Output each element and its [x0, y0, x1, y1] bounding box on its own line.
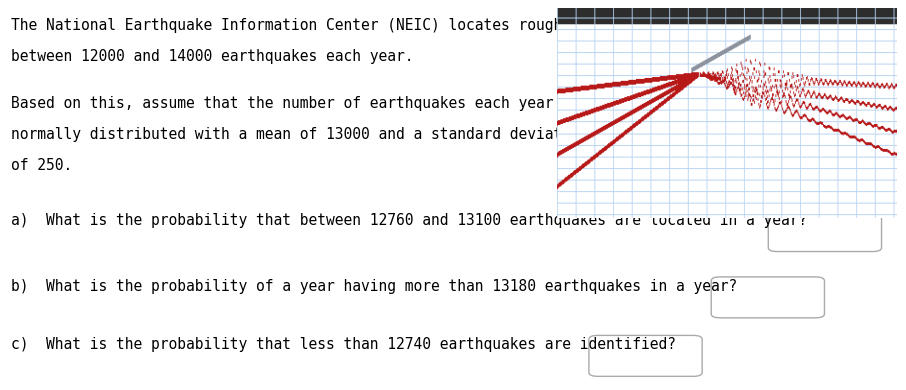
FancyBboxPatch shape	[768, 211, 882, 252]
FancyBboxPatch shape	[589, 335, 702, 376]
Text: Based on this, assume that the number of earthquakes each year is: Based on this, assume that the number of…	[11, 96, 580, 110]
FancyBboxPatch shape	[711, 277, 824, 318]
Text: normally distributed with a mean of 13000 and a standard deviation: normally distributed with a mean of 1300…	[11, 127, 588, 142]
Text: a)  What is the probability that between 12760 and 13100 earthquakes are located: a) What is the probability that between …	[11, 213, 807, 227]
Text: c)  What is the probability that less than 12740 earthquakes are identified?: c) What is the probability that less tha…	[11, 337, 676, 352]
Text: between 12000 and 14000 earthquakes each year.: between 12000 and 14000 earthquakes each…	[11, 49, 413, 64]
Text: The National Earthquake Information Center (NEIC) locates roughly: The National Earthquake Information Cent…	[11, 18, 580, 32]
Text: of 250.: of 250.	[11, 158, 72, 173]
Text: b)  What is the probability of a year having more than 13180 earthquakes in a ye: b) What is the probability of a year hav…	[11, 279, 737, 294]
